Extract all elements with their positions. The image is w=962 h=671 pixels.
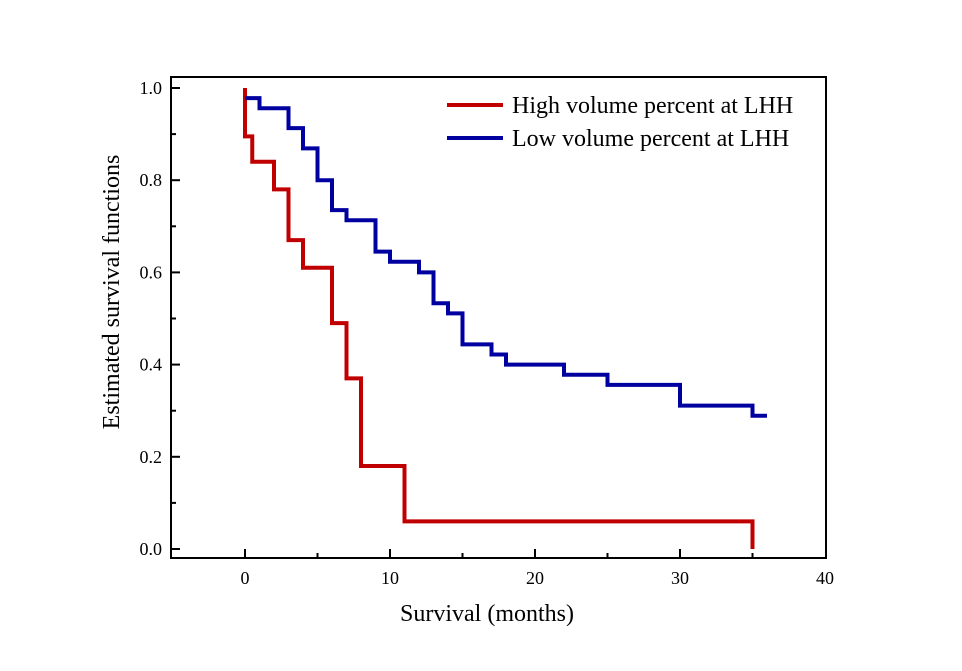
y-tick-label: 0.2	[140, 447, 163, 467]
y-axis-label: Estimated survival functions	[99, 155, 125, 430]
x-tick-label: 30	[671, 568, 689, 588]
x-tick-label: 0	[241, 568, 250, 588]
x-axis-label: Survival (months)	[400, 601, 574, 627]
y-tick-label: 1.0	[140, 78, 163, 98]
y-tick-label: 0.0	[140, 539, 163, 559]
x-tick-label: 20	[526, 568, 544, 588]
y-tick-label: 0.6	[140, 262, 163, 282]
y-tick-label: 0.4	[140, 355, 163, 375]
legend: High volume percent at LHH Low volume pe…	[447, 93, 793, 152]
legend-label-low: Low volume percent at LHH	[512, 126, 789, 152]
legend-label-high: High volume percent at LHH	[512, 93, 793, 119]
x-tick-label: 10	[381, 568, 399, 588]
x-tick-label: 40	[816, 568, 834, 588]
series-line-0	[243, 88, 755, 549]
ticks-layer: 0.0 0.2 0.4 0.6 0.8 1.0 0 10 20 30 40	[140, 78, 835, 588]
y-tick-label: 0.8	[140, 170, 163, 190]
series-line-1	[245, 96, 767, 418]
series-layer	[243, 88, 767, 549]
